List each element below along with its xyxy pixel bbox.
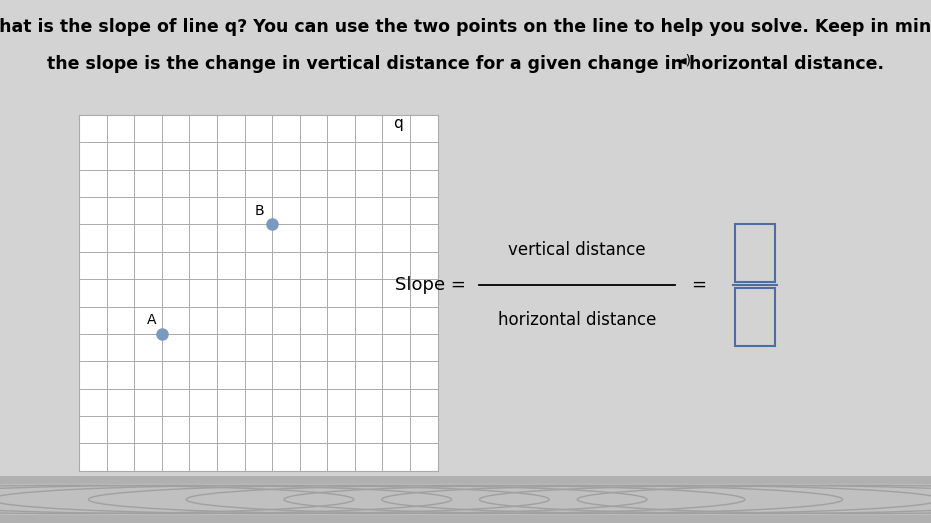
Circle shape [265, 484, 861, 515]
Text: What is the slope of line q? You can use the two points on the line to help you : What is the slope of line q? You can use… [0, 18, 931, 36]
Circle shape [559, 484, 931, 515]
Text: ◄): ◄) [676, 54, 692, 68]
Circle shape [168, 484, 763, 515]
Text: the slope is the change in vertical distance for a given change in horizontal di: the slope is the change in vertical dist… [47, 55, 884, 73]
Circle shape [0, 484, 470, 515]
Text: vertical distance: vertical distance [508, 241, 646, 259]
Text: =: = [691, 276, 706, 294]
Circle shape [363, 484, 931, 515]
Circle shape [70, 484, 666, 515]
Text: A: A [147, 313, 156, 327]
Text: q: q [394, 117, 403, 131]
Circle shape [0, 484, 372, 515]
Text: Slope =: Slope = [395, 276, 466, 294]
Circle shape [461, 484, 931, 515]
Text: B: B [255, 203, 264, 218]
Text: horizontal distance: horizontal distance [498, 311, 656, 329]
Circle shape [0, 484, 568, 515]
